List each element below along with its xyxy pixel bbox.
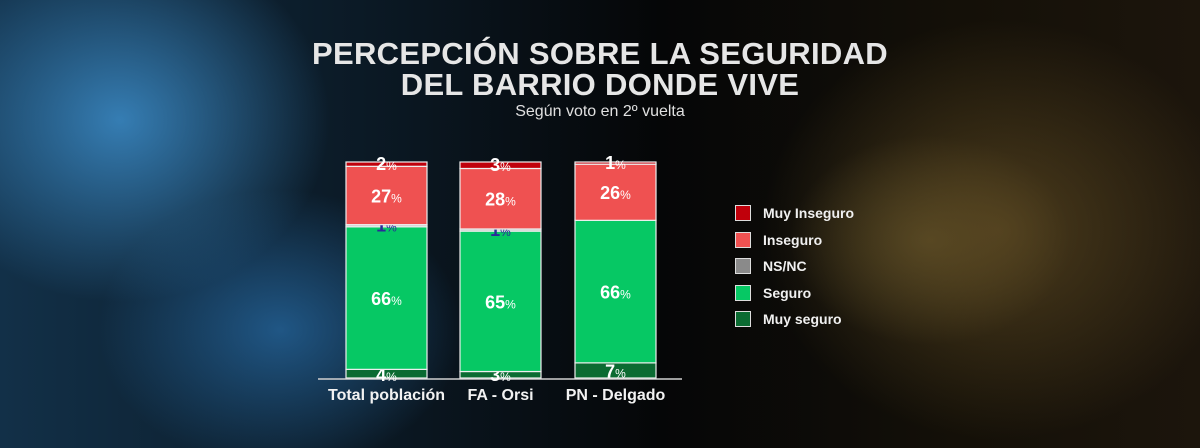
legend-label: Muy seguro <box>763 311 842 328</box>
legend-label: NS/NC <box>763 258 807 275</box>
data-label: 26% <box>600 183 631 203</box>
legend-swatch <box>735 205 751 222</box>
bar-segment-muy-inseguro <box>574 161 657 165</box>
chart-title-line1: PERCEPCIÓN SOBRE LA SEGURIDAD <box>312 36 888 71</box>
data-label: 28% <box>485 190 516 210</box>
data-label: 7% <box>605 361 626 381</box>
legend-label: Seguro <box>763 284 812 301</box>
legend-label: Muy Inseguro <box>763 205 855 222</box>
legend-swatch <box>735 231 751 248</box>
legend-item: Muy Inseguro <box>735 200 854 227</box>
x-tick-label: PN - Delgado <box>566 387 666 404</box>
data-label: 1% <box>376 216 397 236</box>
data-label: 1% <box>605 153 626 173</box>
legend-item: Seguro <box>735 280 854 307</box>
legend-item: NS/NC <box>735 253 854 280</box>
chart-subtitle: Según voto en 2º vuelta <box>515 103 685 120</box>
x-tick-label: FA - Orsi <box>467 387 533 404</box>
data-label: 4% <box>376 365 397 385</box>
legend-label: Inseguro <box>763 231 823 248</box>
data-label: 66% <box>371 289 402 309</box>
data-label: 3% <box>490 365 511 385</box>
data-label: 1% <box>490 220 511 240</box>
bar-segment-seguro <box>459 230 542 373</box>
x-tick-label: Total población <box>328 387 445 404</box>
legend-item: Muy seguro <box>735 306 854 333</box>
data-label: 65% <box>485 292 516 312</box>
bar-segment-seguro <box>345 226 428 370</box>
data-label: 66% <box>600 283 631 303</box>
bar-segment-inseguro <box>459 167 542 230</box>
legend-item: Inseguro <box>735 227 854 254</box>
legend-swatch <box>735 311 751 328</box>
bar-segment-inseguro <box>345 165 428 226</box>
bar-segment-muy-inseguro <box>345 161 428 167</box>
chart-title-line2: DEL BARRIO DONDE VIVE <box>400 67 800 102</box>
bar-segment-seguro <box>574 219 657 364</box>
data-label: 2% <box>376 154 397 174</box>
data-label: 3% <box>490 155 511 175</box>
bar-segment-inseguro <box>574 163 657 221</box>
legend-swatch <box>735 284 751 301</box>
data-label: 27% <box>371 186 402 206</box>
bar-segment-muy-inseguro <box>459 161 542 170</box>
legend-swatch <box>735 258 751 275</box>
legend: Muy Inseguro Inseguro NS/NC Seguro Muy segur… <box>735 200 854 333</box>
